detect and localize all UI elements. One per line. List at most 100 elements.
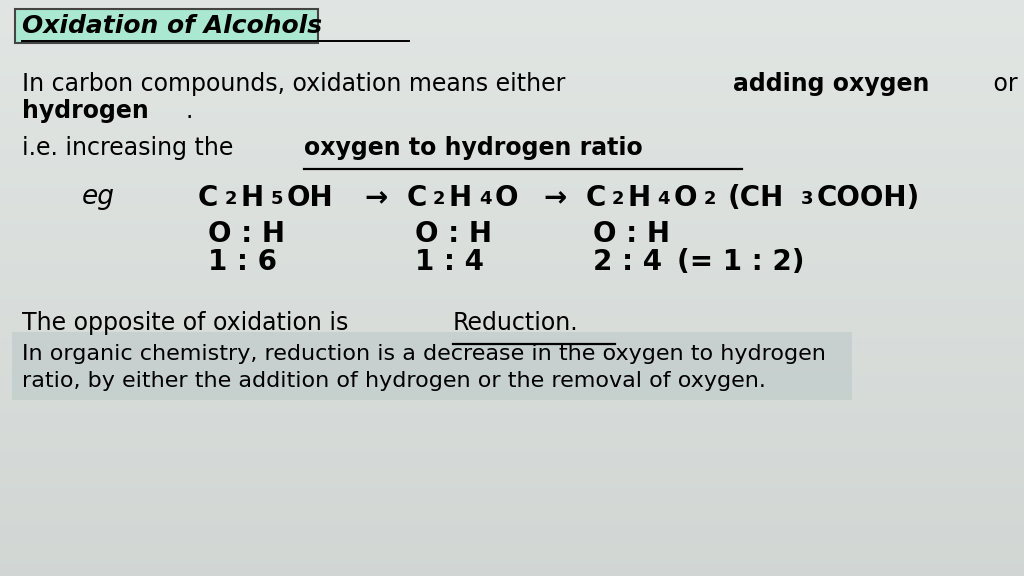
- Bar: [0, 509, 1024, 510]
- Bar: [0, 433, 1024, 434]
- Bar: [0, 125, 1024, 126]
- Bar: [0, 314, 1024, 315]
- Bar: [0, 524, 1024, 525]
- Bar: [0, 464, 1024, 465]
- Bar: [0, 451, 1024, 452]
- Bar: [0, 181, 1024, 182]
- Bar: [0, 13, 1024, 14]
- Bar: [0, 27, 1024, 28]
- Bar: [0, 38, 1024, 39]
- Bar: [0, 354, 1024, 355]
- Bar: [0, 349, 1024, 350]
- Bar: [0, 86, 1024, 87]
- Bar: [0, 434, 1024, 435]
- Text: In organic chemistry, reduction is a decrease in the oxygen to hydrogen: In organic chemistry, reduction is a dec…: [22, 344, 826, 364]
- Bar: [0, 48, 1024, 49]
- Bar: [0, 453, 1024, 454]
- Bar: [0, 366, 1024, 367]
- Bar: [0, 466, 1024, 467]
- Bar: [0, 81, 1024, 82]
- Bar: [0, 2, 1024, 3]
- Bar: [0, 421, 1024, 422]
- Bar: [0, 220, 1024, 221]
- Bar: [0, 359, 1024, 360]
- Bar: [0, 485, 1024, 486]
- Bar: [0, 129, 1024, 130]
- Bar: [0, 41, 1024, 42]
- Bar: [0, 437, 1024, 438]
- Bar: [0, 275, 1024, 276]
- Bar: [0, 176, 1024, 177]
- Bar: [0, 407, 1024, 408]
- Bar: [0, 213, 1024, 214]
- Bar: [0, 528, 1024, 529]
- Bar: [0, 227, 1024, 228]
- Bar: [0, 245, 1024, 246]
- Bar: [0, 404, 1024, 405]
- Text: H: H: [628, 184, 651, 212]
- Bar: [0, 95, 1024, 96]
- Bar: [0, 42, 1024, 43]
- Bar: [0, 361, 1024, 362]
- Bar: [0, 50, 1024, 51]
- Bar: [0, 493, 1024, 494]
- Bar: [0, 192, 1024, 193]
- Bar: [0, 214, 1024, 215]
- Bar: [0, 554, 1024, 555]
- Bar: [0, 412, 1024, 413]
- Bar: [0, 372, 1024, 373]
- Bar: [0, 384, 1024, 385]
- FancyBboxPatch shape: [12, 332, 852, 400]
- Bar: [0, 444, 1024, 445]
- Bar: [0, 21, 1024, 22]
- Bar: [0, 352, 1024, 353]
- Bar: [0, 457, 1024, 458]
- Bar: [0, 278, 1024, 279]
- Bar: [0, 500, 1024, 501]
- Bar: [0, 293, 1024, 294]
- Bar: [0, 246, 1024, 247]
- Bar: [0, 467, 1024, 468]
- Bar: [0, 126, 1024, 127]
- Bar: [0, 343, 1024, 344]
- Text: The opposite of oxidation is: The opposite of oxidation is: [22, 311, 356, 335]
- Bar: [0, 208, 1024, 209]
- Bar: [0, 285, 1024, 286]
- Bar: [0, 70, 1024, 71]
- Bar: [0, 401, 1024, 402]
- Bar: [0, 481, 1024, 482]
- Bar: [0, 415, 1024, 416]
- Bar: [0, 186, 1024, 187]
- Bar: [0, 195, 1024, 196]
- Bar: [0, 355, 1024, 356]
- Bar: [0, 133, 1024, 134]
- Bar: [0, 363, 1024, 364]
- Bar: [0, 425, 1024, 426]
- Text: In carbon compounds, oxidation means either: In carbon compounds, oxidation means eit…: [22, 72, 572, 96]
- Bar: [0, 448, 1024, 449]
- Bar: [0, 60, 1024, 61]
- Bar: [0, 454, 1024, 455]
- Bar: [0, 310, 1024, 311]
- Text: 2: 2: [611, 190, 624, 208]
- Bar: [0, 300, 1024, 301]
- Bar: [0, 312, 1024, 313]
- Bar: [0, 229, 1024, 230]
- Bar: [0, 273, 1024, 274]
- Bar: [0, 67, 1024, 68]
- Bar: [0, 520, 1024, 521]
- Bar: [0, 446, 1024, 447]
- Bar: [0, 571, 1024, 572]
- Bar: [0, 156, 1024, 157]
- Bar: [0, 20, 1024, 21]
- Bar: [0, 473, 1024, 474]
- Bar: [0, 386, 1024, 387]
- Bar: [0, 392, 1024, 393]
- Bar: [0, 322, 1024, 323]
- Bar: [0, 296, 1024, 297]
- Bar: [0, 276, 1024, 277]
- Bar: [0, 114, 1024, 115]
- Bar: [0, 218, 1024, 219]
- Bar: [0, 414, 1024, 415]
- Bar: [0, 402, 1024, 403]
